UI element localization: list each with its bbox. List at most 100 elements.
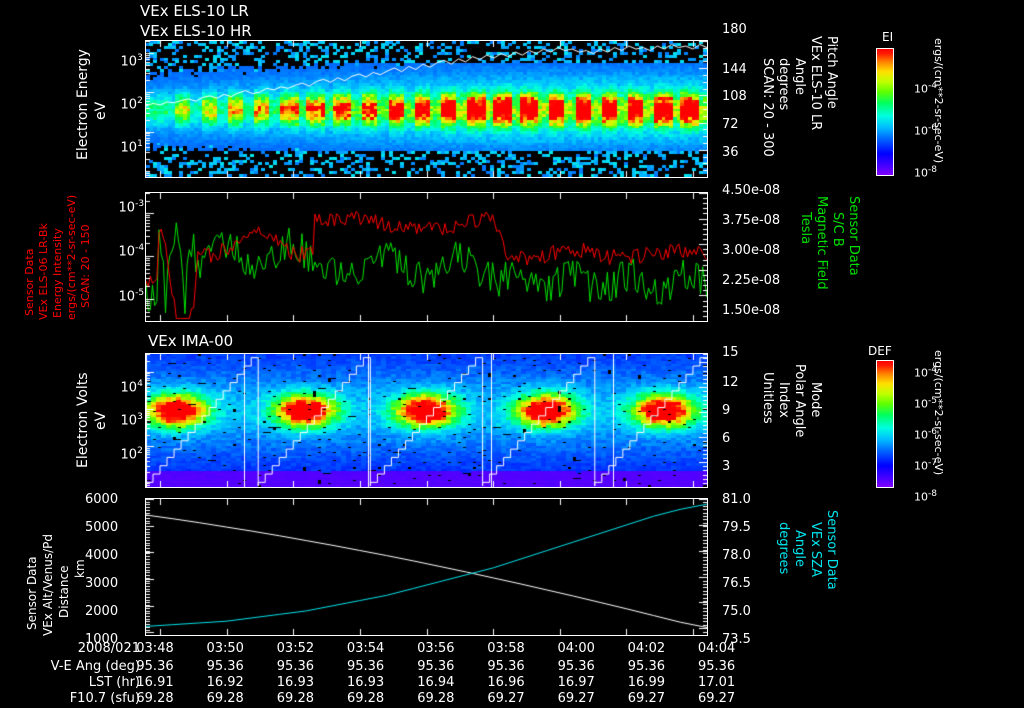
- panel2-y2tick-3: 2.25e-08: [722, 273, 781, 288]
- bottom-cell-lst-2: 16.93: [276, 675, 314, 690]
- panel2-plot-area[interactable]: [145, 192, 708, 322]
- panel1-colorbar-units: ergs/(cm**2-sr-sec-eV): [932, 38, 945, 164]
- panel4-right-label-2: VEx SZA: [808, 522, 823, 577]
- panel3-ytick-2: 102: [120, 446, 143, 463]
- bottom-cell-times-1: 03:50: [206, 641, 244, 656]
- panel1-left-axis-label-1: Electron Energy: [75, 49, 91, 160]
- panel1-right-label-5: SCAN: 20 - 300: [760, 58, 775, 157]
- bottom-cell-lst-4: 16.94: [417, 675, 455, 690]
- bottom-cell-ve_ang-5: 95.36: [487, 659, 525, 674]
- panel3-colorbar-units: ergs/(cm**2-sr-sec-eV): [932, 350, 945, 476]
- panel1-plot-area[interactable]: [145, 40, 708, 178]
- panel1-right-label-4: degrees: [776, 58, 791, 111]
- bottom-cell-times-8: 04:04: [697, 641, 736, 656]
- panel4-y2tick-5: 73.5: [722, 632, 751, 647]
- panel1-y2tick-0: 180: [722, 22, 747, 37]
- panel1-ytick-2: 101: [120, 139, 143, 156]
- panel3-plot-area[interactable]: [145, 353, 708, 488]
- ion-energy-spectrogram: [146, 354, 707, 487]
- panel4-left-label-1: Sensor Data: [25, 556, 39, 630]
- bottom-cell-f107-5: 69.27: [487, 691, 525, 706]
- panel4-ytick-3: 3000: [85, 576, 119, 591]
- panel3-y2tick-4: 3: [722, 459, 731, 474]
- panel3-ytick-1: 103: [120, 412, 143, 429]
- bottom-cell-ve_ang-6: 95.36: [557, 659, 595, 674]
- panel1-right-label-2: VEx ELS-10 LR: [808, 36, 823, 131]
- bottom-cell-ve_ang-8: 95.36: [697, 659, 736, 674]
- panel4-left-label-2: VEx Alt/Venus/Pd: [41, 533, 55, 636]
- panel4-ytick-1: 5000: [85, 520, 119, 535]
- panel3-right-label-4: Unitless: [760, 372, 775, 424]
- panel4-plot-area[interactable]: [145, 498, 708, 636]
- energy-intensity-and-magnetic-field-plot: [146, 193, 707, 321]
- bottom-cell-ve_ang-2: 95.36: [276, 659, 314, 674]
- panel4-y2tick-2: 78.0: [722, 548, 751, 563]
- panel3-title: VEx IMA-00: [148, 332, 234, 350]
- bottom-cell-f107-6: 69.27: [557, 691, 595, 706]
- panel2-ytick-2: 10-5: [118, 288, 145, 305]
- bottom-row-label-1: V-E Ang (deg): [50, 659, 140, 674]
- panel3-colorbar[interactable]: [876, 360, 894, 488]
- panel3-ytick-0: 104: [120, 379, 143, 396]
- bottom-cell-times-7: 04:02: [627, 641, 666, 656]
- panel3-colorbar-tick-4: 10-8: [914, 489, 937, 504]
- electron-energy-spectrogram: [146, 41, 707, 177]
- bottom-cell-f107-3: 69.28: [346, 691, 385, 706]
- bottom-cell-times-5: 03:58: [487, 641, 525, 656]
- bottom-cell-ve_ang-7: 95.36: [627, 659, 665, 674]
- panel3-right-label-2: Polar Angle: [792, 364, 807, 438]
- bottom-cell-times-6: 04:00: [557, 641, 595, 656]
- panel4-right-label-4: degrees: [776, 522, 791, 575]
- bottom-cell-f107-2: 69.28: [276, 691, 314, 706]
- panel2-left-label-1: Sensor Data: [23, 248, 36, 316]
- panel3-colorbar-tick-1: 10-5: [914, 396, 937, 411]
- panel3-y2tick-0: 15: [722, 345, 739, 360]
- panel4-y2tick-3: 76.5: [722, 576, 751, 591]
- bottom-cell-times-2: 03:52: [276, 641, 315, 656]
- bottom-row-label-3: F10.7 (sfu): [69, 691, 140, 706]
- panel3-right-label-1: Mode: [808, 382, 823, 418]
- bottom-cell-times-4: 03:56: [417, 641, 455, 656]
- panel2-left-label-5: SCAN: 20 - 150: [79, 224, 92, 308]
- panel4-right-label-3: Angle: [792, 530, 807, 567]
- bottom-cell-lst-8: 17.01: [697, 675, 736, 690]
- panel3-y2tick-1: 12: [722, 375, 739, 390]
- panel3-right-label-3: Index: [776, 382, 791, 418]
- panel2-right-label-2: S/C B: [830, 212, 845, 247]
- bottom-cell-ve_ang-1: 95.36: [206, 659, 244, 674]
- panel1-right-label-1: Pitch Angle: [824, 36, 839, 109]
- panel4-ytick-0: 6000: [85, 492, 119, 507]
- bottom-cell-lst-7: 16.99: [627, 675, 665, 690]
- panel2-y2tick-4: 1.50e-08: [722, 303, 781, 318]
- panel1-ytick-1: 102: [120, 96, 143, 113]
- panel1-y2tick-4: 36: [722, 145, 739, 160]
- panel1-colorbar-tick-0: 10-4: [914, 81, 937, 96]
- panel3-y2tick-3: 6: [722, 431, 731, 446]
- bottom-cell-lst-3: 16.93: [346, 675, 385, 690]
- panel2-left-label-2: VEx ELS-06 LR-Bk: [37, 223, 50, 320]
- panel1-colorbar-tick-2: 10-8: [914, 165, 937, 180]
- panel1-colorbar[interactable]: [876, 48, 894, 176]
- panel4-ytick-2: 4000: [85, 548, 119, 563]
- panel1-y2tick-1: 144: [722, 62, 747, 77]
- bottom-cell-f107-8: 69.27: [697, 691, 736, 706]
- panel2-right-label-3: Magnetic Field: [814, 196, 829, 290]
- bottom-cell-f107-0: 69.28: [136, 691, 174, 706]
- bottom-cell-lst-6: 16.97: [557, 675, 595, 690]
- panel1-right-label-3: Angle: [792, 58, 807, 95]
- panel3-left-axis-label-1: Electron Volts: [75, 372, 91, 468]
- bottom-cell-ve_ang-4: 95.36: [417, 659, 455, 674]
- bottom-cell-lst-5: 16.96: [487, 675, 525, 690]
- bottom-row-label-2: LST (hr): [88, 675, 140, 690]
- panel1-colorbar-tick-1: 10-6: [914, 123, 937, 138]
- bottom-cell-lst-0: 16.91: [136, 675, 174, 690]
- panel4-y2tick-4: 75.0: [722, 604, 751, 619]
- panel2-left-label-3: Energy Intensity: [51, 228, 64, 318]
- bottom-cell-ve_ang-0: 95.36: [136, 659, 174, 674]
- panel1-y2tick-3: 72: [722, 117, 739, 132]
- panel3-colorbar-tick-3: 10-7: [914, 458, 937, 473]
- panel2-left-label-4: ergs/(cm**2-sr-sec-eV): [65, 194, 78, 320]
- panel2-right-label-4: Tesla: [798, 212, 813, 245]
- bottom-cell-f107-7: 69.27: [627, 691, 665, 706]
